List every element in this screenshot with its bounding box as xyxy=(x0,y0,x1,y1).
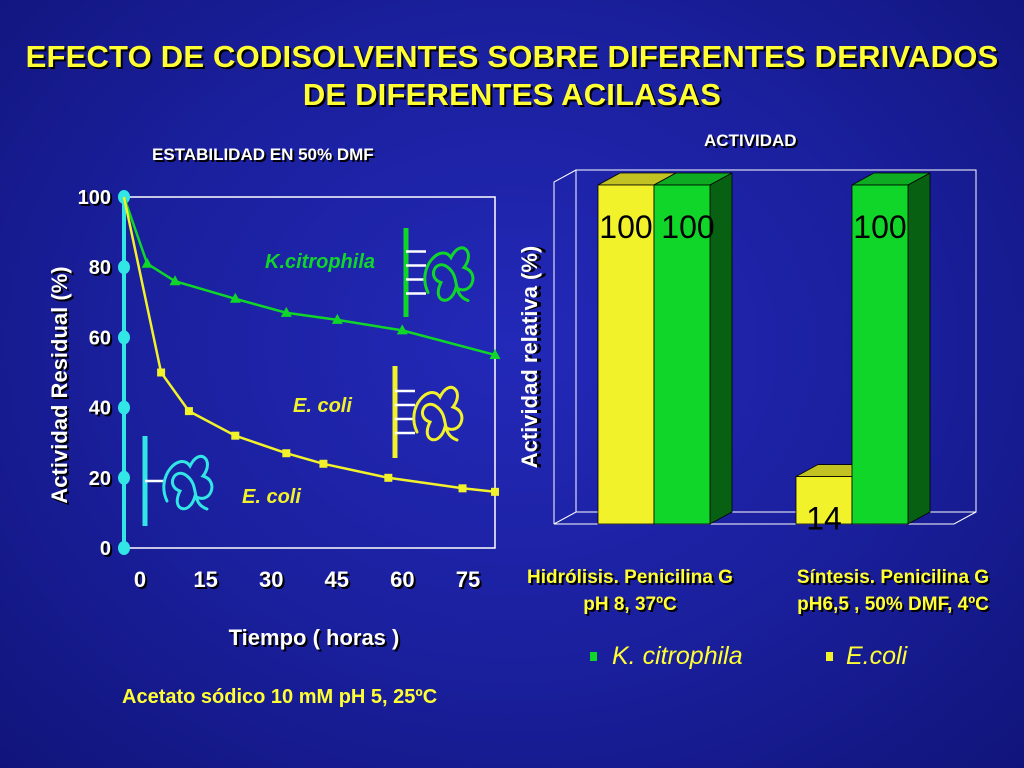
x-tick-label-shadow: 15 xyxy=(195,569,219,594)
data-point-ecoli xyxy=(491,487,499,496)
slide-title-line-1: EFECTO DE CODISOLVENTES SOBRE DIFERENTES… xyxy=(25,39,999,74)
y-axis-dot xyxy=(118,260,130,275)
annotation-ecoli-1: E. coli xyxy=(293,395,352,417)
y-tick-label: 60 xyxy=(89,327,111,349)
x-tick-label-shadow: 45 xyxy=(327,569,351,594)
data-point-kcitrophila xyxy=(331,313,343,324)
line-chart-title: ESTABILIDAD EN 50% DMF xyxy=(152,145,374,164)
bar-y-axis-title: Actividad relativa (%) xyxy=(517,246,542,469)
legend-swatch-ecoli xyxy=(826,652,833,661)
y-tick-label-shadow: 20 xyxy=(91,470,113,492)
y-tick-label-shadow: 100 xyxy=(80,189,113,211)
x-tick-label: 30 xyxy=(259,567,283,592)
bar-value-label-kcitrophila: 100 xyxy=(661,209,714,245)
slide-title: EFECTO DE CODISOLVENTES SOBRE DIFERENTES… xyxy=(0,38,1024,114)
y-axis-title: Actividad Residual (%) xyxy=(47,266,72,503)
bar-category-label-shadow: Hidrólisis. Penicilina G xyxy=(529,569,735,590)
bar-category-label-shadow: pH6,5 , 50% DMF, 4ºC xyxy=(799,596,991,617)
bar-category-label: pH6,5 , 50% DMF, 4ºC xyxy=(797,594,989,615)
x-tick-label-shadow: 30 xyxy=(261,569,285,594)
y-tick-label-shadow: 60 xyxy=(91,329,113,351)
y-tick-label: 80 xyxy=(89,257,111,279)
bar-value-label-kcitrophila: 100 xyxy=(853,209,906,245)
y-axis-dot xyxy=(118,541,130,555)
data-point-ecoli xyxy=(157,368,166,377)
data-point-kcitrophila xyxy=(229,292,241,303)
y-tick-label-shadow: 0 xyxy=(102,540,113,562)
x-tick-label-shadow: 75 xyxy=(458,569,482,594)
y-axis-dot xyxy=(118,470,130,485)
y-axis-title-shadow: Actividad Residual (%) xyxy=(49,268,74,505)
annotation-ecoli-2: E. coli xyxy=(242,486,301,508)
x-tick-label: 0 xyxy=(134,567,146,592)
x-tick-label: 15 xyxy=(193,567,217,592)
bar-ecoli xyxy=(795,476,853,525)
annotation-kcitrophila: K.citrophila xyxy=(265,251,375,273)
enzyme-ecoli-cyan-icon-protein xyxy=(162,454,214,511)
line-chart-footnote: Acetato sódico 10 mM pH 5, 25ºC xyxy=(122,686,438,708)
data-point-ecoli xyxy=(384,473,393,482)
bar-value-label-ecoli: 14 xyxy=(806,501,842,537)
data-point-kcitrophila xyxy=(280,306,292,317)
y-tick-label: 100 xyxy=(78,187,111,209)
enzyme-ecoli-icon xyxy=(392,366,464,458)
legend-label-kcitrophila: K. citrophila xyxy=(612,642,743,670)
data-point-ecoli xyxy=(458,484,467,493)
data-point-kcitrophila xyxy=(489,348,501,359)
x-tick-label: 45 xyxy=(325,567,349,592)
bar-y-axis-title-shadow: Actividad relativa (%) xyxy=(521,246,546,469)
y-tick-label-shadow: 80 xyxy=(91,259,113,281)
legend-swatch-kcitrophila xyxy=(590,652,597,661)
enzyme-ecoli-cyan-icon xyxy=(142,436,214,526)
bar-kcitrophila xyxy=(653,184,711,525)
bar-category-label-shadow: pH 8, 37ºC xyxy=(585,596,679,617)
y-tick-label: 0 xyxy=(100,538,111,560)
data-point-kcitrophila xyxy=(396,324,408,335)
x-tick-label-shadow: 60 xyxy=(392,569,416,594)
bar-ecoli xyxy=(597,184,655,525)
enzyme-kcitrophila-icon-protein xyxy=(423,246,475,302)
bar-kcitrophila xyxy=(851,184,909,525)
x-axis-title-shadow: Tiempo ( horas ) xyxy=(231,627,402,652)
bar-plot-left-wall xyxy=(553,169,577,524)
bar-side-kcitrophila xyxy=(907,172,931,525)
data-point-kcitrophila xyxy=(169,275,181,286)
x-tick-label-shadow: 0 xyxy=(136,569,148,594)
data-point-ecoli xyxy=(231,431,240,440)
data-point-ecoli xyxy=(282,449,291,458)
enzyme-ecoli-icon-protein xyxy=(412,385,464,442)
legend-label-ecoli: E.coli xyxy=(846,642,908,670)
y-tick-label: 40 xyxy=(89,398,111,420)
x-axis-title: Tiempo ( horas ) xyxy=(229,625,400,650)
bar-category-label: pH 8, 37ºC xyxy=(583,594,677,615)
y-axis-dot xyxy=(118,330,130,345)
data-point-kcitrophila xyxy=(141,257,153,268)
x-tick-label: 60 xyxy=(390,567,414,592)
enzyme-kcitrophila-icon xyxy=(403,228,475,317)
bar-chart-title: ACTIVIDAD xyxy=(704,131,797,150)
y-tick-label: 20 xyxy=(89,468,111,490)
slide-title-line-2: DE DIFERENTES ACILASAS xyxy=(302,77,722,112)
data-point-ecoli xyxy=(319,459,328,468)
bar-category-label-shadow: Síntesis. Penicilina G xyxy=(799,569,991,590)
bar-category-label: Síntesis. Penicilina G xyxy=(797,567,989,588)
bar-category-label: Hidrólisis. Penicilina G xyxy=(527,567,733,588)
bar-value-label-ecoli: 100 xyxy=(599,209,652,245)
data-point-ecoli xyxy=(184,407,193,416)
x-tick-label: 75 xyxy=(456,567,480,592)
y-axis-dot xyxy=(118,400,130,415)
y-tick-label-shadow: 40 xyxy=(91,400,113,422)
